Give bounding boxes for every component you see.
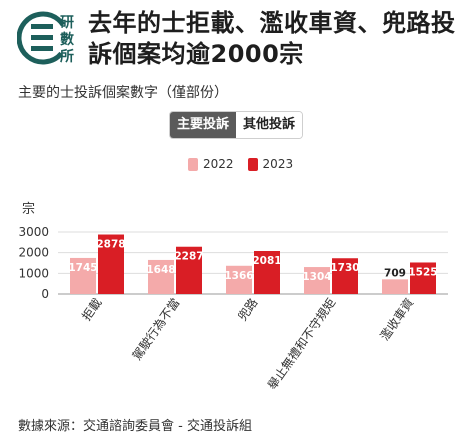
data-label: 2287: [174, 251, 203, 263]
legend-item-2023[interactable]: 2023: [247, 157, 294, 171]
chart-legend: 2022 2023: [188, 157, 293, 171]
bar-2023: [332, 258, 358, 294]
bar-2023: [176, 246, 202, 294]
bar-2023: [98, 234, 124, 294]
data-label: 1745: [68, 262, 97, 274]
bar-2022: [148, 259, 174, 294]
legend-swatch-2023: [247, 157, 258, 171]
bar-2022: [226, 265, 252, 294]
logo-icon: 研 數 所: [17, 11, 74, 65]
y-tick-label: 0: [41, 287, 49, 301]
bar-2022: [70, 257, 96, 294]
y-tick-label: 1000: [18, 266, 49, 280]
bar-2023: [410, 262, 436, 294]
bar-2022: [382, 279, 408, 294]
data-label: 1304: [302, 271, 331, 283]
y-tick-label: 2000: [18, 246, 49, 260]
data-label: 1525: [408, 266, 437, 278]
tab-group: 主要投訴 其他投訴: [169, 111, 304, 139]
data-source: 數據來源：交通諮詢委員會 - 交通投訴組: [18, 419, 252, 434]
data-label: 1366: [224, 270, 253, 282]
legend-label-2023: 2023: [262, 157, 294, 171]
x-tick-label: 兜路: [234, 295, 260, 323]
chart-subtitle: 主要的士投訴個案數字（僅部份）: [18, 85, 228, 101]
x-tick-label: 駕駛行為不當: [130, 296, 183, 363]
tab-main-complaints[interactable]: 主要投訴: [170, 112, 237, 138]
data-label: 1648: [146, 264, 175, 276]
bar-2022: [304, 267, 330, 294]
data-label: 2878: [96, 239, 125, 251]
logo-char-1: 研: [60, 15, 74, 31]
header: 研 數 所 去年的士拒載、濫收車資、兜路投訴個案均逾2000宗: [0, 0, 474, 78]
bar-2023: [254, 250, 280, 294]
page-title: 去年的士拒載、濫收車資、兜路投訴個案均逾2000宗: [88, 9, 456, 68]
x-tick-label: 濫收車資: [377, 296, 416, 343]
data-label: 1730: [330, 262, 359, 274]
legend-item-2022[interactable]: 2022: [188, 157, 234, 171]
x-tick-label: 舉止無禮和不守規矩: [264, 295, 338, 392]
x-tick-label: 拒載: [79, 296, 104, 324]
tab-other-complaints[interactable]: 其他投訴: [236, 112, 303, 138]
data-label: 2081: [252, 255, 281, 267]
logo-char-2: 數: [60, 31, 74, 48]
y-axis-label: 宗: [22, 201, 35, 217]
logo-char-3: 所: [60, 48, 74, 65]
y-tick-label: 3000: [18, 225, 49, 239]
legend-label-2022: 2022: [203, 157, 234, 171]
legend-swatch-2022: [188, 157, 198, 171]
data-label: 709: [384, 267, 406, 279]
